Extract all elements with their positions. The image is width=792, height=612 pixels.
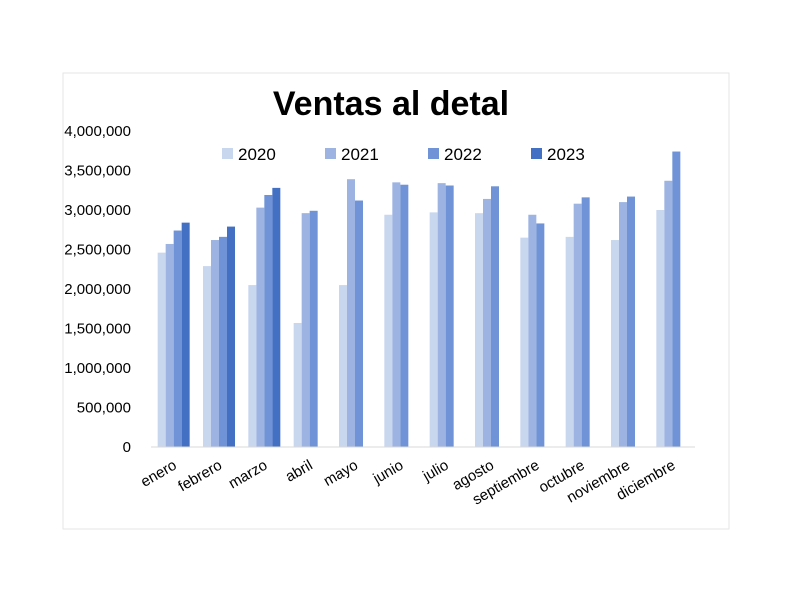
bar-2022-septiembre (536, 223, 545, 447)
y-axis: 0 500,000 1,000,000 1,500,000 2,000,000 2,500… (64, 123, 131, 456)
bar-2023-enero (181, 222, 190, 447)
bar-2020-diciembre (656, 210, 665, 447)
bar-2020-agosto (475, 213, 483, 447)
bar-2020-noviembre (611, 240, 619, 447)
bar-2022-abril (309, 210, 318, 447)
bar-2021-junio (392, 182, 401, 447)
bar-2020-febrero (203, 266, 211, 447)
legend-label: 2023 (547, 145, 585, 164)
bar-2022-julio (445, 185, 454, 447)
bar-2020-enero (157, 252, 166, 447)
bar-2022-enero (173, 230, 182, 447)
chart-title: Ventas al detal (273, 85, 509, 123)
y-tick-label: 2,500,000 (64, 242, 131, 259)
legend-label: 2020 (238, 145, 276, 164)
bar-2021-mayo (347, 179, 355, 447)
y-tick-label: 1,000,000 (64, 360, 131, 377)
legend-label: 2022 (444, 145, 482, 164)
legend-swatch-2023 (531, 148, 542, 159)
bar-2023-febrero (227, 226, 235, 447)
bar-2021-febrero (211, 240, 219, 447)
bar-2021-noviembre (619, 202, 627, 447)
bar-2022-diciembre (672, 151, 681, 448)
bar-2020-octubre (565, 236, 574, 447)
y-tick-label: 2,000,000 (64, 281, 131, 298)
bar-2021-septiembre (528, 214, 537, 447)
y-tick-label: 1,500,000 (64, 321, 131, 338)
y-tick-label: 4,000,000 (64, 123, 131, 140)
bars (157, 151, 681, 448)
y-tick-label: 0 (123, 439, 131, 456)
legend-swatch-2022 (428, 148, 439, 159)
bar-2020-abril (293, 322, 302, 447)
legend-label: 2021 (341, 145, 379, 164)
bar-2021-julio (437, 183, 446, 447)
bar-2020-julio (429, 212, 438, 447)
legend-swatch-2021 (325, 148, 336, 159)
bar-2022-febrero (219, 236, 227, 447)
bar-2020-septiembre (520, 237, 529, 447)
y-tick-label: 500,000 (77, 400, 131, 417)
bar-2020-junio (384, 214, 393, 447)
bar-2021-diciembre (664, 180, 673, 447)
legend-swatch-2020 (222, 148, 233, 159)
bar-2020-mayo (339, 285, 347, 447)
bar-2022-junio (400, 184, 409, 447)
bar-2022-agosto (491, 186, 499, 448)
y-tick-label: 3,500,000 (64, 163, 131, 180)
bar-2021-octubre (573, 203, 582, 447)
bar-2023-marzo (272, 187, 281, 447)
y-tick-label: 3,000,000 (64, 202, 131, 219)
bar-2022-mayo (355, 200, 363, 447)
bar-2021-marzo (256, 207, 265, 447)
bar-2021-agosto (483, 198, 491, 447)
bar-2020-marzo (248, 285, 257, 447)
bar-2022-octubre (581, 197, 590, 447)
bar-2022-noviembre (627, 196, 635, 447)
bar-2022-marzo (264, 194, 273, 447)
bar-2021-enero (165, 243, 174, 447)
bar-2021-abril (301, 213, 310, 447)
legend: 2020 2021 2022 2023 (222, 145, 585, 164)
